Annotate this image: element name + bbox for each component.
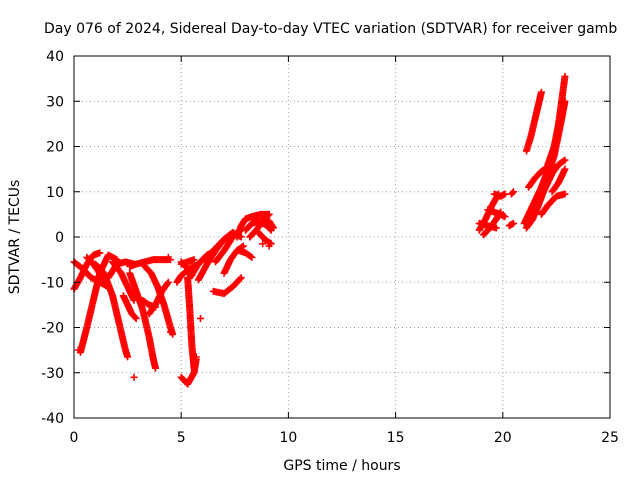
outlier-point (74, 346, 82, 354)
outlier-point (265, 242, 273, 250)
outlier-point (192, 353, 200, 361)
y-tick-label: -10 (41, 275, 64, 291)
data-point (96, 249, 104, 257)
y-tick-label: -20 (41, 321, 64, 337)
axis-ticks: 0 5 10 15 20 25 -40 -30 -20 -10 0 10 20 30 40 (41, 49, 619, 446)
data-point (501, 213, 509, 221)
y-tick-label: 40 (46, 49, 64, 65)
data-point (248, 253, 256, 261)
y-axis-label: SDTVAR / TECUs (7, 180, 23, 295)
x-tick-label: 5 (177, 430, 186, 446)
data-point (561, 165, 569, 173)
data-points (70, 72, 569, 388)
data-point (266, 239, 274, 247)
outlier-point (164, 253, 172, 261)
outlier-point (196, 314, 204, 322)
data-point (237, 274, 245, 282)
data-point (265, 210, 273, 218)
data-point (492, 224, 500, 232)
data-point (510, 188, 518, 196)
data-point (561, 156, 569, 164)
data-point (247, 252, 255, 260)
data-point (190, 256, 198, 264)
data-point (537, 88, 545, 96)
data-point (163, 280, 171, 288)
y-tick-label: 10 (46, 185, 64, 201)
data-point (501, 190, 509, 198)
data-point (132, 314, 140, 322)
data-point (561, 72, 569, 80)
x-tick-label: 25 (601, 430, 619, 446)
outlier-point (259, 240, 267, 248)
x-tick-label: 0 (70, 430, 79, 446)
y-tick-label: -40 (41, 411, 64, 427)
data-point (561, 190, 569, 198)
y-tick-label: 30 (46, 94, 64, 110)
data-point (508, 189, 516, 197)
data-point (269, 224, 277, 232)
data-point (543, 164, 551, 172)
x-tick-label: 10 (279, 430, 297, 446)
x-tick-label: 15 (387, 430, 405, 446)
outlier-point (166, 328, 174, 336)
y-tick-label: -30 (41, 366, 64, 382)
grid-lines (74, 56, 610, 418)
x-tick-label: 20 (494, 430, 512, 446)
data-point (131, 313, 139, 321)
data-point (236, 275, 244, 283)
data-point (212, 247, 220, 255)
data-point (124, 353, 132, 361)
data-point (510, 219, 518, 227)
data-point (239, 242, 247, 250)
x-axis-label: GPS time / hours (283, 458, 400, 474)
data-point (151, 364, 159, 372)
chart-title: Day 076 of 2024, Sidereal Day-to-day VTE… (44, 21, 617, 37)
data-point (164, 278, 172, 286)
outlier-point (130, 373, 138, 381)
y-tick-label: 0 (55, 230, 64, 246)
data-point (560, 157, 568, 165)
y-tick-label: 20 (46, 140, 64, 156)
